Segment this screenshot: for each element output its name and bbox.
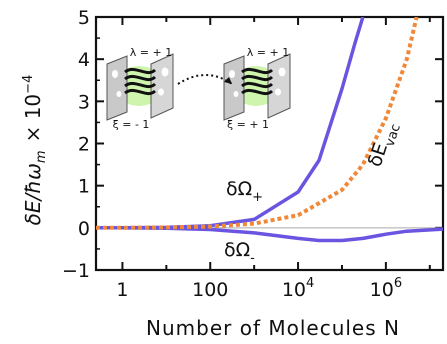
y-axis-label: δE/ħω (21, 163, 45, 225)
y-axis-scale-exp: −4 (21, 75, 36, 94)
svg-text:δE/ħωm× 10−4: δE/ħωm × 10−4 (21, 75, 49, 226)
tick-labels: −1 0 1 2 3 4 5 1 100 104 106 (62, 7, 402, 301)
transition-arrow (177, 74, 233, 85)
x-tick-label-1: 100 (192, 279, 228, 301)
series-label-1: δΩ- (224, 239, 255, 266)
helix-turn (241, 67, 274, 75)
series-label-0: δΩ+ (226, 178, 263, 205)
plate-hole (161, 67, 169, 77)
inset-panel-0: λ = + 1 ξ = - 1 (106, 46, 174, 131)
plate-hole (278, 67, 286, 77)
series-line-1 (96, 226, 443, 243)
inset-xi-label: ξ = - 1 (113, 118, 150, 131)
y-axis-label-group: δE/ħωm × 10−4 (21, 75, 49, 226)
series-layer (96, 17, 443, 243)
mirror-plate-left (223, 55, 245, 121)
helix-turn (124, 81, 157, 89)
y-axis-label-sub: m (34, 150, 49, 163)
x-tick-label-3: 106 (370, 276, 402, 301)
helix-turn (241, 74, 274, 82)
y-tick-label-1: 0 (78, 218, 90, 240)
plate-hole (275, 88, 281, 96)
y-tick-label-0: −1 (62, 260, 90, 282)
plate-hole (112, 70, 118, 78)
x-tick-label-2: 104 (282, 276, 314, 301)
inset-xi-label: ξ = + 1 (227, 118, 269, 131)
y-tick-label-3: 2 (78, 134, 90, 156)
plate-hole (233, 91, 239, 97)
inset-lambda-label: λ = + 1 (130, 46, 172, 59)
helix-turn (124, 67, 157, 75)
y-tick-label-6: 5 (78, 7, 90, 29)
helix-turn (124, 88, 157, 96)
x-tick-label-0: 1 (116, 279, 128, 301)
y-tick-label-2: 1 (78, 176, 90, 198)
helix-turn (241, 88, 274, 96)
series-labels: δΩ+δΩ-δEvac (224, 122, 404, 266)
y-tick-label-5: 4 (78, 49, 90, 71)
inset-lambda-label: λ = + 1 (247, 46, 289, 59)
helix-turn (241, 81, 274, 89)
y-tick-label-4: 3 (78, 91, 90, 113)
plate-hole (158, 88, 164, 96)
x-axis-label: Number of Molecules N (146, 316, 400, 340)
inset-illustration: λ = + 1 ξ = - 1 λ = + 1 ξ = + 1 (106, 46, 291, 131)
series-line-2 (96, 17, 419, 230)
helix-turn (124, 74, 157, 82)
y-axis-scale: × 10 (21, 94, 45, 143)
inset-panel-1: λ = + 1 ξ = + 1 (223, 46, 291, 131)
mirror-plate-left (106, 55, 128, 121)
transition-arrow-head (224, 77, 232, 84)
plate-hole (116, 91, 122, 97)
plate-hole (229, 70, 235, 78)
